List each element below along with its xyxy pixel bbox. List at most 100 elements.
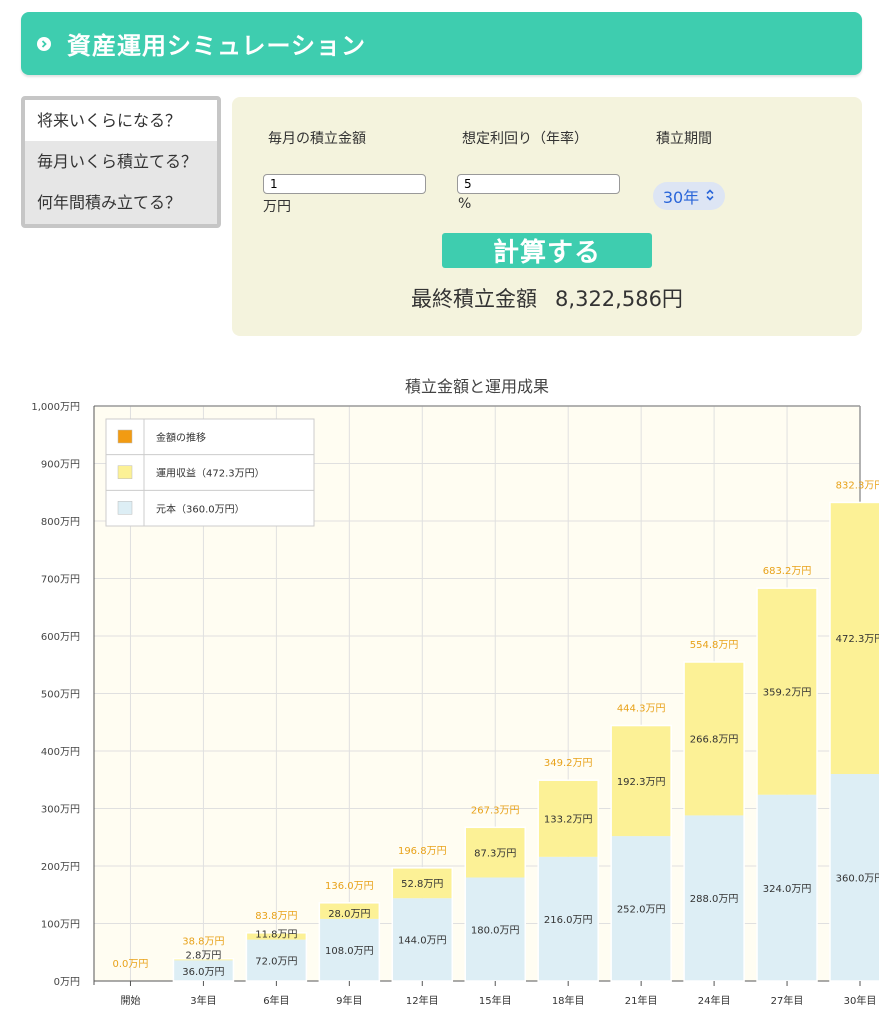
gain-label: 2.8万円 [185,950,221,961]
tab-monthly-amount[interactable]: 毎月いくら積立てる？ [37,152,198,171]
bar-principal [757,794,818,981]
bar-gain [757,588,818,795]
legend-swatch [117,429,133,444]
tab-future-value[interactable]: 将来いくらになる？ [25,100,217,141]
principal-label: 324.0万円 [763,884,812,895]
chevron-right-circle-icon [37,36,51,51]
gain-label: 359.2万円 [763,687,812,698]
y-tick-label: 800万円 [41,517,80,528]
gain-label: 133.2万円 [544,815,593,826]
total-label: 267.3万円 [471,805,520,816]
x-tick-label: 30年目 [844,994,877,1007]
x-tick-label: 12年目 [406,994,439,1007]
y-tick-label: 400万円 [41,747,80,758]
page-title: 資産運用シミュレーション [67,32,367,60]
principal-label: 72.0万円 [255,956,297,967]
period-label: 積立期間 [656,131,712,147]
result-value: 8,322,586円 [555,287,683,311]
total-label: 554.8万円 [690,640,739,651]
bar-principal [465,877,526,981]
bar-principal [538,856,599,981]
total-label: 0.0万円 [113,959,149,970]
legend-swatch [117,465,133,479]
bar-gain [319,902,380,919]
mode-tabs: 将来いくらになる？ 毎月いくら積立てる？ 何年間積み立てる？ [21,96,221,228]
x-tick-label: 24年目 [698,994,731,1007]
bar-gain [465,827,526,878]
monthly-amount-input[interactable] [263,174,426,194]
principal-label: 144.0万円 [398,936,447,947]
y-tick-label: 500万円 [41,690,80,701]
bar-principal [319,918,380,981]
y-tick-label: 100万円 [41,920,80,931]
bar-principal [246,939,307,981]
rate-unit: % [458,196,472,212]
bar-gain [392,867,453,899]
legend-label: 金額の推移 [156,431,206,444]
y-tick-label: 300万円 [41,805,80,816]
total-label: 349.2万円 [544,758,593,769]
page-header: 資産運用シミュレーション [21,12,862,75]
result-label: 最終積立金額 [411,287,538,311]
bar-gain [246,932,307,940]
x-tick-label: 9年目 [336,994,362,1007]
y-tick-label: 600万円 [41,632,80,643]
tab-years[interactable]: 何年間積み立てる？ [37,193,182,212]
x-tick-label: 15年目 [479,994,512,1007]
gain-label: 52.8万円 [401,879,443,890]
gain-label: 192.3万円 [617,777,666,788]
gain-label: 28.0万円 [328,909,370,920]
total-label: 136.0万円 [325,881,374,892]
gain-label: 266.8万円 [690,735,739,746]
principal-label: 252.0万円 [617,905,666,916]
principal-label: 180.0万円 [471,925,520,936]
result-line: 最終積立金額 8,322,586円 [232,283,862,313]
total-label: 83.8万円 [255,911,297,922]
y-tick-label: 200万円 [41,862,80,873]
x-tick-label: 6年目 [263,994,289,1007]
x-tick-label: 開始 [120,994,140,1007]
bar-gain [611,725,672,837]
total-label: 38.8万円 [182,937,224,948]
x-tick-label: 3年目 [190,994,216,1007]
bar-gain [173,958,234,961]
y-tick-label: 900万円 [41,460,80,471]
legend-box [105,418,315,527]
principal-label: 36.0万円 [182,967,224,978]
gain-label: 11.8万円 [255,930,297,941]
period-select-value: 30年 [662,188,700,207]
bar-principal [684,815,745,981]
bar-gain [538,780,599,857]
rate-input[interactable] [457,174,620,194]
monthly-amount-unit: 万円 [263,199,291,215]
calculate-button[interactable]: 計算する [442,233,652,268]
total-label: 196.8万円 [398,846,447,857]
total-label: 683.2万円 [763,566,812,577]
x-tick-label: 21年目 [625,994,658,1007]
legend-label: 運用収益（472.3万円） [156,467,265,480]
bar-gain [830,502,879,774]
bar-gain [684,661,745,816]
savings-chart: 0万円 100万円 200万円 300万円 400万円 500万円 600万円 700万円 80… [31,377,879,1007]
gain-label: 87.3万円 [474,848,516,859]
total-label: 832.3万円 [836,480,879,491]
y-tick-label: 1,000万円 [31,402,80,413]
bar-principal [392,898,453,981]
principal-label: 288.0万円 [690,894,739,905]
bar-principal [611,836,672,981]
bar-principal [173,960,234,981]
period-select[interactable]: 30年 [653,182,725,210]
monthly-amount-label: 毎月の積立金額 [268,131,366,147]
chevron-up-down-icon [705,189,715,203]
x-tick-label: 18年目 [552,994,585,1007]
bar-principal [830,774,879,981]
legend-swatch [117,501,133,515]
total-label: 444.3万円 [617,704,666,715]
y-tick-label: 700万円 [41,575,80,586]
principal-label: 360.0万円 [836,874,879,885]
y-tick-label: 0万円 [54,977,80,988]
rate-label: 想定利回り（年率） [462,131,588,147]
principal-label: 216.0万円 [544,915,593,926]
chart-title: 積立金額と運用成果 [405,377,549,396]
principal-label: 108.0万円 [325,946,374,957]
